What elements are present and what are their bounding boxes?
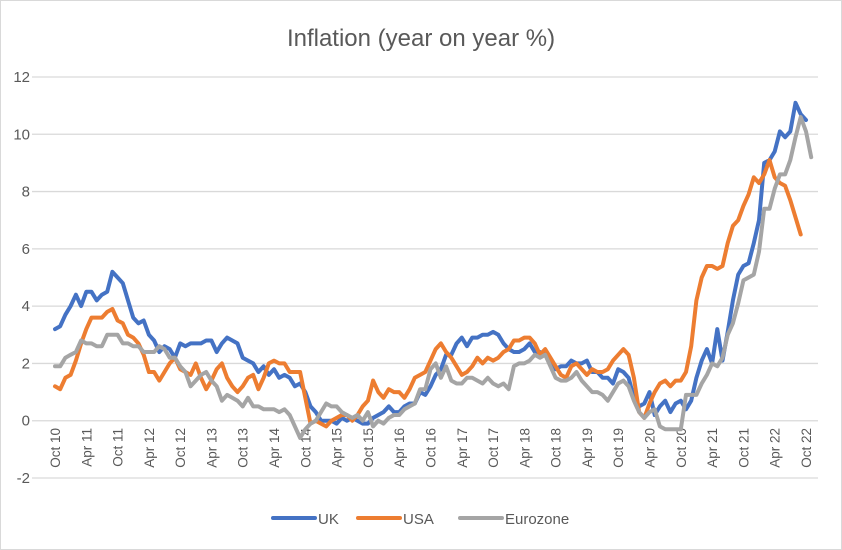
chart-title: Inflation (year on year %): [287, 25, 555, 52]
gridlines: [32, 76, 818, 479]
x-tick-label: Apr 18: [517, 428, 532, 468]
x-tick-label: Oct 15: [361, 428, 376, 468]
y-tick-label: 12: [13, 69, 30, 86]
x-tick-label: Apr 15: [330, 428, 345, 468]
x-tick-label: Oct 20: [674, 428, 689, 468]
x-tick-label: Apr 14: [267, 428, 282, 468]
x-tick-label: Apr 11: [79, 428, 94, 467]
y-tick-label: 0: [22, 413, 30, 430]
y-tick-label: -2: [17, 470, 30, 487]
y-tick-label: 10: [13, 126, 30, 143]
y-tick-label: 2: [22, 355, 30, 372]
x-tick-label: Apr 16: [392, 428, 407, 468]
legend: UK USA Eurozone: [271, 511, 569, 528]
x-tick-label: Apr 13: [204, 428, 219, 468]
legend-label-usa: USA: [403, 511, 434, 528]
x-tick-label: Oct 12: [173, 428, 188, 468]
x-axis-tick-labels: Oct 10 Apr 11 Oct 11 Apr 12 Oct 12 Apr 13 Oct …: [48, 428, 814, 468]
legend-label-eurozone: Eurozone: [505, 511, 569, 528]
x-tick-label: Apr 17: [455, 428, 470, 468]
x-tick-label: Apr 12: [142, 428, 157, 468]
x-tick-label: Oct 10: [48, 428, 63, 468]
x-tick-label: Oct 13: [236, 428, 251, 468]
series-line-uk: [53, 100, 808, 426]
x-tick-label: Oct 19: [611, 428, 626, 468]
x-tick-label: Apr 21: [705, 428, 720, 468]
y-axis-tick-labels: -2 0 2 4 6 8 10 12: [13, 69, 30, 487]
y-tick-label: 6: [22, 241, 30, 258]
y-tick-label: 8: [22, 184, 30, 201]
x-tick-label: Apr 22: [768, 428, 783, 468]
legend-label-uk: UK: [318, 511, 339, 528]
x-tick-label: Oct 11: [111, 428, 126, 467]
x-tick-label: Oct 18: [549, 428, 564, 468]
x-tick-label: Oct 16: [423, 428, 438, 468]
x-tick-label: Oct 21: [736, 428, 751, 468]
x-tick-label: Apr 19: [580, 428, 595, 468]
x-tick-label: Apr 20: [643, 428, 658, 468]
x-tick-label: Oct 17: [486, 428, 501, 468]
series-line-eurozone: [53, 115, 814, 440]
x-tick-label: Oct 22: [799, 428, 814, 468]
y-tick-label: 4: [22, 298, 30, 315]
series-lines: [53, 100, 814, 440]
